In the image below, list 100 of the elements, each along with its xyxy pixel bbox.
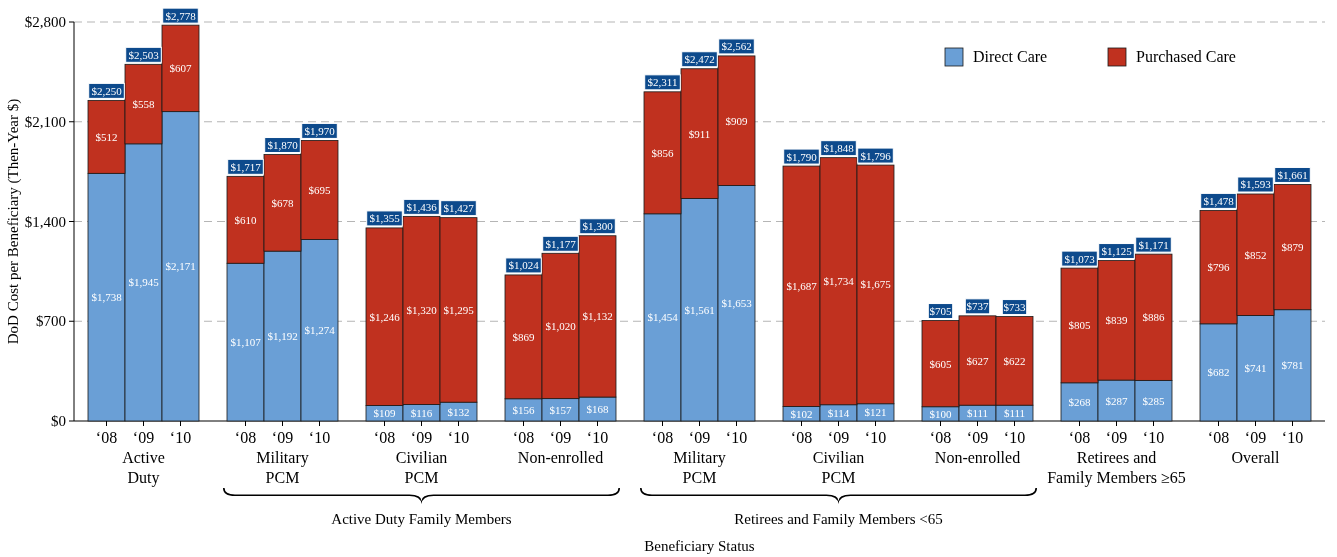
legend-label: Purchased Care <box>1136 48 1236 65</box>
text: Active Duty Family Members <box>331 511 512 527</box>
data-label: $1,320 <box>406 304 438 317</box>
total-label: $1,177 <box>545 237 577 250</box>
data-label: $869 <box>512 330 535 343</box>
text: Overall <box>1231 449 1281 466</box>
x-tick-label: ‘10 <box>308 429 331 446</box>
data-label: $1,107 <box>230 336 262 349</box>
data-label: $114 <box>827 406 850 419</box>
total-label: $1,848 <box>823 142 855 155</box>
data-label: $610 <box>234 213 257 226</box>
data-label: $102 <box>790 407 813 420</box>
total-label: $737 <box>966 300 989 313</box>
x-tick-label: ‘10 <box>864 429 887 446</box>
x-tick-label: ‘09 <box>410 429 433 446</box>
text: Non-enrolled <box>934 449 1021 466</box>
text: Civilian PCM <box>395 449 448 486</box>
data-label: $1,945 <box>128 276 160 289</box>
data-label: $1,020 <box>545 319 577 332</box>
x-tick-label: ‘09 <box>966 429 989 446</box>
data-label: $1,454 <box>647 311 679 324</box>
data-label: $157 <box>549 403 572 416</box>
data-label: $1,192 <box>267 330 298 343</box>
data-label: $741 <box>1244 362 1267 375</box>
data-label: $116 <box>410 406 433 419</box>
text: Military PCM <box>256 449 309 486</box>
total-label: $1,870 <box>267 139 299 152</box>
data-label: $109 <box>373 407 396 420</box>
x-tick-label: ‘09 <box>132 429 155 446</box>
x-tick-label: ‘09 <box>688 429 711 446</box>
data-label: $886 <box>1142 311 1165 324</box>
data-label: $268 <box>1068 395 1091 408</box>
total-label: $705 <box>929 305 952 318</box>
text: Retirees and Family Members <65 <box>734 511 943 527</box>
y-tick-label: $700 <box>36 313 66 330</box>
data-label: $111 <box>966 407 989 420</box>
y-tick-label: $0 <box>51 413 66 429</box>
total-label: $1,593 <box>1240 178 1272 191</box>
data-label: $695 <box>308 183 331 196</box>
x-tick-label: ‘10 <box>447 429 470 446</box>
x-tick-label: ‘10 <box>725 429 748 446</box>
data-label: $111 <box>1003 407 1026 420</box>
x-tick-label: ‘08 <box>929 429 952 446</box>
data-label: $805 <box>1068 319 1091 332</box>
data-label: $287 <box>1105 394 1128 407</box>
y-tick-label: $2,800 <box>24 14 66 30</box>
data-label: $1,687 <box>786 280 818 293</box>
data-label: $100 <box>929 407 952 420</box>
data-label: $852 <box>1244 248 1267 261</box>
data-label: $627 <box>966 354 989 367</box>
data-label: $678 <box>271 196 294 209</box>
total-label: $1,796 <box>860 149 892 162</box>
data-label: $2,171 <box>165 260 196 273</box>
total-label: $1,300 <box>582 220 614 233</box>
x-tick-label: ‘09 <box>271 429 294 446</box>
data-label: $1,734 <box>823 275 855 288</box>
data-label: $285 <box>1142 394 1165 407</box>
total-label: $2,503 <box>128 48 160 61</box>
text: Beneficiary Status <box>644 538 755 554</box>
data-label: $1,561 <box>684 303 715 316</box>
total-label: $733 <box>1003 301 1026 314</box>
data-label: $909 <box>725 114 748 127</box>
total-label: $1,427 <box>443 202 475 215</box>
data-label: $796 <box>1207 261 1230 274</box>
x-tick-label: ‘08 <box>512 429 535 446</box>
data-label: $1,675 <box>860 278 892 291</box>
x-tick-label: ‘09 <box>549 429 572 446</box>
x-tick-label: ‘09 <box>1105 429 1128 446</box>
x-tick-label: ‘08 <box>1068 429 1091 446</box>
total-label: $1,790 <box>786 150 818 163</box>
total-label: $2,311 <box>647 76 678 89</box>
total-label: $1,478 <box>1203 194 1235 207</box>
data-label: $605 <box>929 357 952 370</box>
total-label: $2,778 <box>165 9 197 22</box>
text: Active Duty <box>122 449 165 487</box>
x-tick-label: ‘09 <box>1244 429 1267 446</box>
total-label: $1,436 <box>406 200 438 213</box>
y-axis-title: DoD Cost per Beneficiary (Then-Year $) <box>5 98 22 345</box>
x-tick-label: ‘10 <box>1003 429 1026 446</box>
total-label: $2,250 <box>91 84 123 97</box>
total-label: $2,472 <box>684 53 715 66</box>
total-label: $1,171 <box>1138 238 1169 251</box>
total-label: $1,024 <box>508 259 540 272</box>
text: Civilian PCM <box>812 449 865 486</box>
total-label: $1,661 <box>1277 168 1308 181</box>
total-label: $1,125 <box>1101 245 1133 258</box>
data-label: $682 <box>1207 366 1230 379</box>
data-label: $1,653 <box>721 297 753 310</box>
total-label: $1,355 <box>369 212 401 225</box>
data-label: $1,132 <box>582 310 613 323</box>
data-label: $1,246 <box>369 310 401 323</box>
data-label: $558 <box>132 98 155 111</box>
data-label: $622 <box>1003 354 1026 367</box>
x-tick-label: ‘10 <box>1142 429 1165 446</box>
data-label: $856 <box>651 146 674 159</box>
data-label: $781 <box>1281 359 1304 372</box>
x-tick-label: ‘10 <box>169 429 192 446</box>
data-label: $879 <box>1281 241 1304 254</box>
x-tick-label: ‘10 <box>586 429 609 446</box>
legend-label: Direct Care <box>973 48 1048 65</box>
